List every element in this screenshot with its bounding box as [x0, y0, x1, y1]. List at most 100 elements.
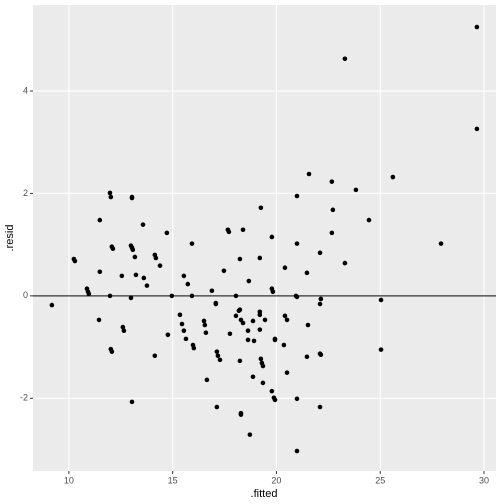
point: [474, 126, 480, 132]
point: [169, 293, 175, 299]
point: [250, 318, 256, 324]
point: [129, 195, 135, 201]
point: [353, 187, 359, 193]
point: [120, 324, 126, 330]
point: [282, 265, 288, 271]
point: [250, 374, 256, 380]
point: [294, 241, 300, 246]
y-tick-label: 2: [23, 188, 28, 198]
point: [96, 317, 102, 323]
point: [185, 281, 191, 287]
point: [260, 363, 266, 369]
point: [281, 342, 287, 348]
point: [247, 432, 253, 437]
point: [215, 353, 221, 359]
point: [189, 241, 195, 246]
point: [245, 337, 251, 343]
point: [227, 331, 233, 337]
point: [294, 294, 300, 300]
point: [213, 301, 219, 307]
point: [330, 207, 336, 213]
point: [141, 275, 147, 281]
point: [294, 448, 300, 454]
point: [181, 328, 187, 333]
point: [86, 291, 92, 297]
point: [179, 321, 185, 327]
point: [97, 269, 103, 275]
point: [284, 317, 290, 323]
point: [272, 337, 278, 343]
point: [214, 349, 220, 354]
point: [318, 352, 324, 358]
point: [217, 357, 223, 363]
point: [221, 268, 227, 274]
point: [305, 322, 311, 328]
point: [329, 230, 335, 236]
point: [294, 193, 300, 199]
x-tick-label: 20: [271, 475, 281, 485]
point: [342, 56, 348, 62]
point: [306, 171, 312, 177]
x-tick-label: 15: [168, 475, 178, 485]
y-tick-label: 0: [23, 290, 28, 300]
point: [144, 283, 150, 288]
point: [130, 247, 136, 253]
point: [110, 246, 116, 252]
point: [157, 263, 163, 268]
point: [258, 356, 264, 362]
point: [201, 318, 207, 324]
point: [390, 174, 396, 180]
point: [209, 288, 215, 294]
point: [269, 234, 275, 240]
point: [129, 399, 135, 405]
point: [153, 255, 159, 261]
point: [237, 256, 243, 262]
point: [282, 313, 288, 319]
point: [133, 272, 139, 278]
point: [214, 404, 220, 410]
point: [121, 328, 127, 333]
point: [119, 273, 125, 279]
point: [152, 353, 158, 359]
point: [245, 328, 251, 333]
point: [189, 293, 195, 299]
point: [257, 327, 263, 332]
point: [342, 260, 348, 266]
point: [97, 217, 103, 223]
point: [271, 395, 277, 401]
point: [202, 322, 208, 328]
point: [49, 302, 55, 308]
point: [318, 296, 324, 302]
point: [317, 250, 323, 256]
point: [366, 217, 372, 223]
point: [108, 194, 114, 200]
x-tick-label: 10: [64, 475, 74, 485]
point: [107, 293, 113, 299]
point: [72, 258, 78, 264]
point: [270, 289, 276, 295]
point: [181, 273, 187, 279]
point: [233, 313, 239, 319]
point: [238, 412, 244, 417]
point: [140, 222, 146, 227]
panel-background: [33, 5, 496, 471]
point: [165, 332, 171, 338]
point: [109, 349, 115, 354]
point: [257, 312, 263, 318]
point: [284, 370, 290, 375]
point: [378, 297, 384, 303]
point: [294, 396, 300, 402]
point: [317, 404, 323, 410]
y-tick-label: -2: [20, 393, 28, 403]
point: [246, 278, 252, 284]
point: [237, 307, 243, 312]
point: [240, 320, 246, 326]
point: [260, 380, 266, 386]
point: [177, 312, 183, 318]
y-tick-label: 4: [23, 85, 28, 95]
point: [317, 301, 323, 307]
point: [304, 270, 310, 276]
point: [237, 358, 243, 364]
x-tick-label: 30: [479, 475, 489, 485]
